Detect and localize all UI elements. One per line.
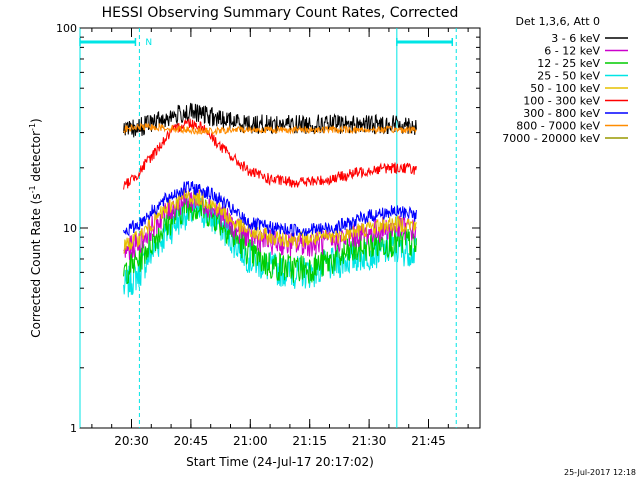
plot-area: N 1 10 100 20:30 20:45 21:00 21:15 21:30 21:45 [56,22,481,448]
y-tick-label: 10 [63,222,77,235]
chart-title: HESSI Observing Summary Count Rates, Cor… [102,5,459,21]
x-tick-label: 21:45 [411,434,446,448]
y-axis-label-sup2: -1 [28,123,37,131]
y-tick-label: 100 [56,22,77,35]
x-tick-label: 21:15 [292,434,327,448]
y-axis-label-mid: detector [29,131,43,186]
y-axis: 1 10 100 [56,22,480,435]
legend-label: 50 - 100 keV [530,82,600,95]
status-marker-label: N [145,38,152,48]
x-axis: 20:30 20:45 21:00 21:15 21:30 21:45 [91,28,469,448]
timestamp: 25-Jul-2017 12:18 [564,468,636,477]
legend-label: 3 - 6 keV [551,32,600,45]
legend-label: 100 - 300 keV [523,95,600,108]
series-group [123,102,417,298]
legend-label: 6 - 12 keV [544,45,600,58]
series-line [123,102,417,138]
series-line [123,187,417,260]
y-axis-label-end: ) [29,118,43,123]
series-line [123,122,417,136]
series-line [123,193,417,285]
series-line [123,180,417,237]
status-bars: N [79,38,454,48]
x-axis-label: Start Time (24-Jul-17 20:17:02) [186,455,374,469]
y-axis-label-sup1: -1 [28,185,37,193]
x-tick-label: 20:45 [174,434,209,448]
legend-label: 300 - 800 keV [523,107,600,120]
legend-label: 800 - 7000 keV [516,120,600,133]
y-tick-label: 1 [70,422,77,435]
x-tick-label: 20:30 [114,434,149,448]
y-axis-label: Corrected Count Rate (s-1 detector-1) [28,118,43,337]
legend-label: 25 - 50 keV [537,70,600,83]
legend-title: Det 1,3,6, Att 0 [516,15,600,28]
legend-label: 12 - 25 keV [537,57,600,70]
series-line [123,195,417,298]
y-axis-label-main: Corrected Count Rate (s [29,193,43,337]
x-tick-label: 21:30 [352,434,387,448]
legend-label: 7000 - 20000 keV [502,132,600,145]
x-tick-label: 21:00 [233,434,268,448]
